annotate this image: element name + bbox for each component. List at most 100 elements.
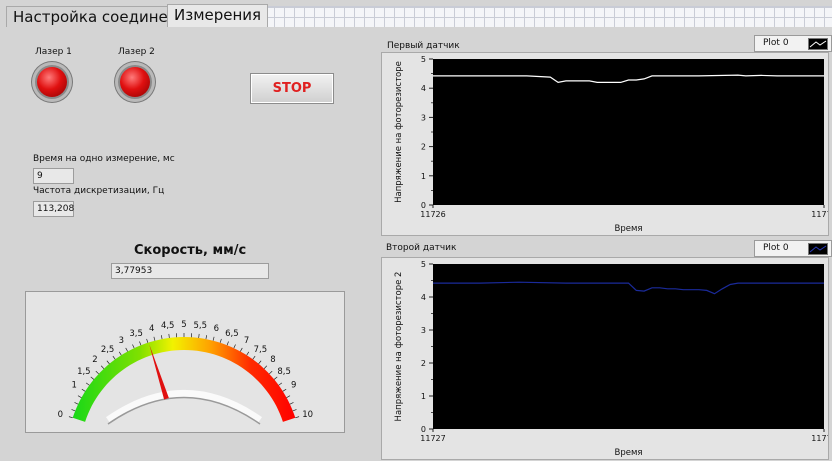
gauge-tick-label: 0 bbox=[58, 410, 63, 420]
gauge-tick bbox=[118, 351, 122, 356]
chart-1-legend-label: Plot 0 bbox=[763, 38, 789, 48]
gauge-tick bbox=[71, 409, 76, 412]
gauge-tick bbox=[240, 347, 243, 352]
speed-title: Скорость, мм/с bbox=[134, 243, 247, 258]
y-axis-label: Напряжение на фоторезисторе 2 bbox=[394, 272, 404, 422]
gauge-tick bbox=[252, 355, 256, 360]
sampling-rate-label: Частота дискретизации, Гц bbox=[33, 186, 165, 196]
gauge-tick bbox=[112, 355, 116, 360]
gauge-tick-label: 5,5 bbox=[194, 321, 208, 331]
gauge-tick bbox=[273, 376, 278, 380]
speed-gauge: 0 1 1,5 2 2,5 3 3,5 4 4,5 5 5,5 6 6,5 7 7,5 8 8,5 9 10 bbox=[25, 291, 345, 433]
gauge-tick-label: 7,5 bbox=[254, 345, 268, 355]
gauge-tick-label: 8 bbox=[270, 355, 275, 365]
gauge-tick-label: 4 bbox=[149, 324, 154, 334]
gauge-tick bbox=[226, 341, 229, 346]
x-axis-label: Время bbox=[615, 224, 643, 234]
y-tick-label: 0 bbox=[421, 425, 426, 434]
tab-strip-grid bbox=[254, 6, 832, 27]
measure-time-value: 9 bbox=[33, 168, 74, 184]
gauge-tick bbox=[160, 335, 163, 340]
y-tick-label: 5 bbox=[421, 55, 426, 64]
gauge-needle bbox=[149, 344, 169, 400]
gauge-tick-label: 4,5 bbox=[161, 321, 175, 331]
laser-1-label: Лазер 1 bbox=[35, 47, 72, 57]
gauge-tick-label: 8,5 bbox=[277, 367, 291, 377]
tab-strip: Настройка соединения Измерения bbox=[0, 0, 832, 37]
chart-1-title: Первый датчик bbox=[387, 41, 460, 51]
gauge-tick bbox=[258, 360, 262, 365]
y-tick-label: 2 bbox=[421, 143, 426, 152]
chart-2-legend-label: Plot 0 bbox=[763, 243, 789, 253]
gauge-tick-label: 3 bbox=[119, 336, 124, 346]
gauge-tick bbox=[68, 416, 73, 419]
gauge-tick bbox=[146, 338, 149, 343]
gauge-tick bbox=[100, 365, 105, 369]
gauge-tick bbox=[289, 402, 294, 405]
gauge-tick bbox=[292, 409, 297, 412]
gauge-tick-label: 1,5 bbox=[77, 367, 91, 377]
gauge-tick bbox=[168, 333, 170, 338]
chart-2-title: Второй датчик bbox=[386, 243, 457, 253]
gauge-color-band bbox=[72, 337, 296, 422]
gauge-tick bbox=[269, 370, 273, 375]
x-tick-label: 11776 bbox=[811, 210, 828, 219]
gauge-tick-label: 3,5 bbox=[129, 329, 143, 339]
gauge-tick bbox=[233, 344, 236, 349]
gauge-tick bbox=[295, 416, 300, 419]
gauge-tick bbox=[125, 347, 128, 352]
laser-2-indicator bbox=[115, 62, 155, 102]
measure-time-label: Время на одно измерение, мс bbox=[33, 154, 175, 164]
gauge-tick bbox=[205, 335, 208, 340]
y-tick-label: 0 bbox=[421, 201, 426, 210]
sampling-rate-value: 113,208 bbox=[33, 201, 74, 217]
y-tick-label: 3 bbox=[421, 113, 426, 122]
plot-area bbox=[433, 264, 824, 429]
x-tick-label: 11777 bbox=[811, 434, 828, 443]
y-tick-label: 4 bbox=[421, 293, 426, 302]
measurements-panel: Лазер 1 Лазер 2 STOP Время на одно измер… bbox=[0, 27, 832, 461]
gauge-tick-label: 5 bbox=[181, 320, 186, 330]
gauge-tick bbox=[278, 382, 283, 386]
gauge-tick bbox=[85, 382, 90, 386]
gauge-tick bbox=[95, 370, 99, 375]
gauge-tick bbox=[263, 365, 268, 369]
gauge-tick bbox=[106, 360, 110, 365]
y-tick-label: 5 bbox=[421, 260, 426, 269]
gauge-tick-label: 10 bbox=[302, 410, 313, 420]
gauge-tick bbox=[198, 333, 200, 338]
stop-button[interactable]: STOP bbox=[250, 73, 334, 104]
gauge-tick bbox=[286, 395, 291, 398]
y-tick-label: 1 bbox=[421, 392, 426, 401]
chart-1-legend[interactable]: Plot 0 bbox=[754, 35, 832, 52]
gauge-tick bbox=[77, 395, 82, 398]
chart-2-legend[interactable]: Plot 0 bbox=[754, 240, 832, 257]
gauge-tick bbox=[153, 336, 156, 341]
gauge-tick-label: 6 bbox=[214, 324, 219, 334]
gauge-tick bbox=[139, 341, 142, 346]
y-axis-label: Напряжение на фоторезисторе bbox=[394, 61, 404, 203]
line-style-icon bbox=[808, 243, 828, 255]
y-tick-label: 4 bbox=[421, 84, 426, 93]
gauge-tick-label: 2,5 bbox=[101, 345, 115, 355]
gauge-tick-label: 6,5 bbox=[225, 329, 239, 339]
plot-area bbox=[433, 59, 824, 205]
y-tick-label: 1 bbox=[421, 172, 426, 181]
gauge-tick-label: 7 bbox=[244, 336, 249, 346]
speed-value: 3,77953 bbox=[111, 263, 269, 279]
gauge-tick bbox=[246, 351, 250, 356]
gauge-tick bbox=[132, 344, 135, 349]
chart-2: 0 1 2 3 4 5 11727 11777 Время Напряжение на фотор… bbox=[381, 257, 829, 460]
gauge-tick-label: 2 bbox=[92, 355, 97, 365]
y-tick-label: 2 bbox=[421, 359, 426, 368]
chart-1: 0 1 2 3 4 5 11726 11776 Время Напряжение на фотор… bbox=[381, 52, 829, 236]
line-style-icon bbox=[808, 38, 828, 50]
gauge-tick bbox=[212, 336, 215, 341]
laser-2-label: Лазер 2 bbox=[118, 47, 155, 57]
tab-connection-settings[interactable]: Настройка соединения bbox=[6, 6, 204, 27]
series-line bbox=[433, 74, 824, 84]
series-line bbox=[433, 281, 824, 295]
tab-measurements[interactable]: Измерения bbox=[167, 4, 269, 28]
gauge-tick bbox=[90, 376, 95, 380]
gauge-tick bbox=[81, 388, 86, 392]
